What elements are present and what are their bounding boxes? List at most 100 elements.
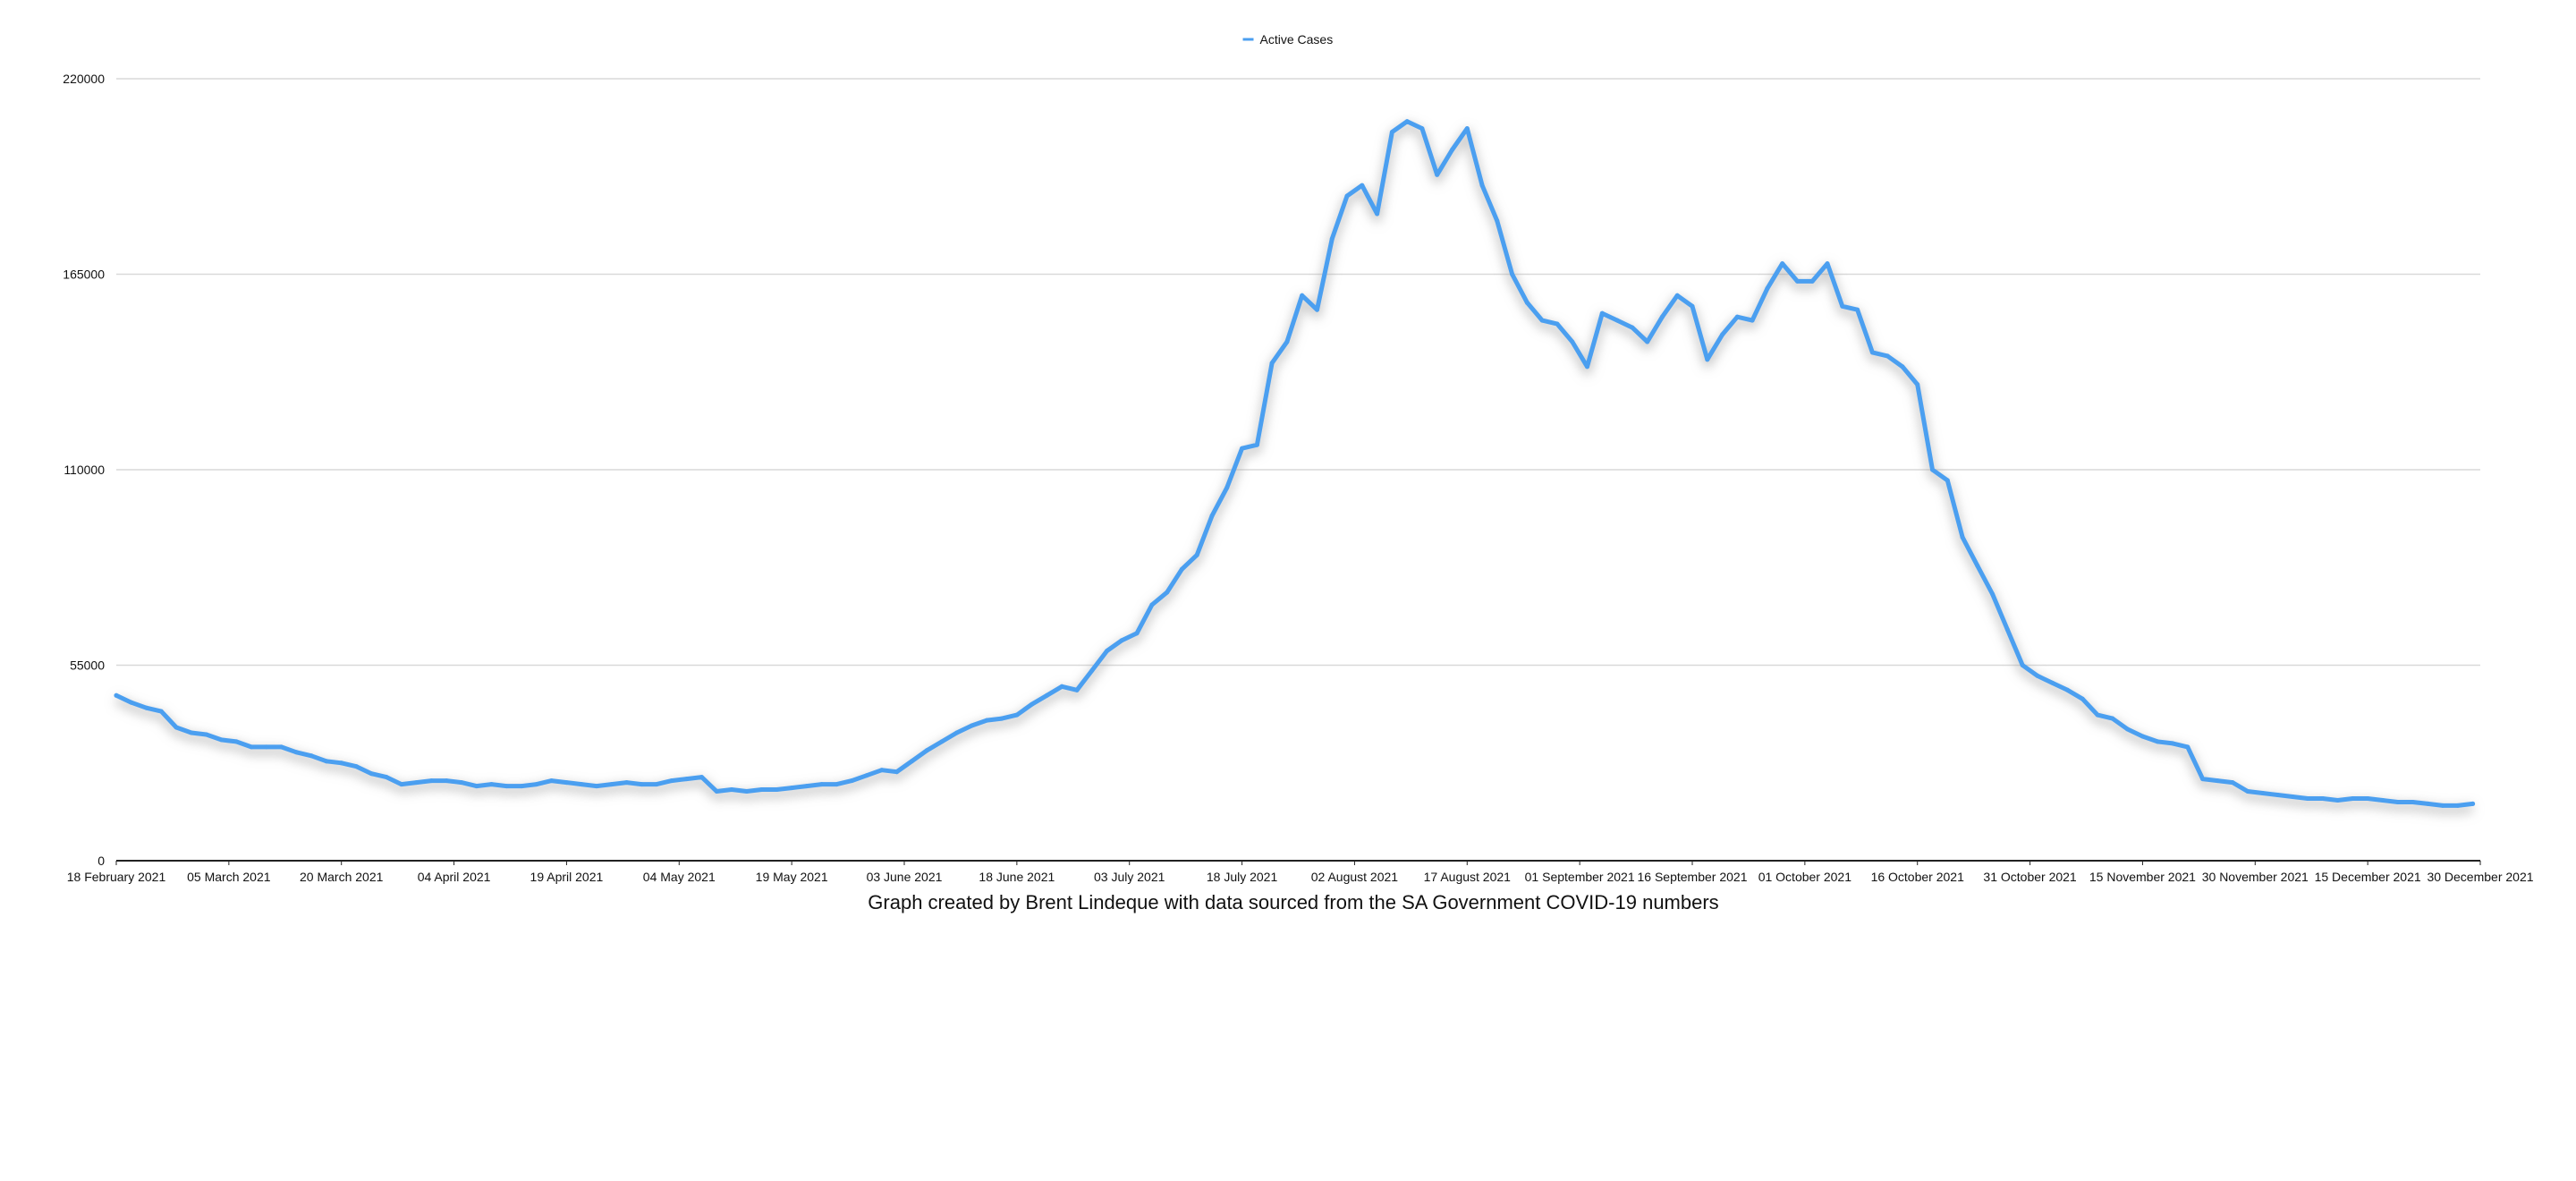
data-point [1570, 339, 1575, 344]
data-point [1585, 364, 1589, 370]
data-point [279, 744, 284, 750]
data-point [233, 739, 239, 744]
data-point [1855, 307, 1860, 312]
data-point [549, 778, 555, 784]
data-point [489, 782, 494, 787]
data-point [2305, 796, 2310, 801]
data-point [1450, 148, 1454, 152]
x-tick-label: 19 May 2021 [756, 870, 828, 884]
data-point [729, 787, 734, 792]
data-point [1734, 314, 1740, 319]
data-point [714, 789, 719, 794]
data-point [1375, 211, 1380, 217]
data-point [1510, 272, 1515, 276]
data-point [2155, 739, 2160, 744]
data-point [1825, 261, 1830, 267]
data-point [1224, 485, 1230, 490]
data-point [594, 784, 599, 789]
data-point [1479, 183, 1485, 188]
y-tick-label: 110000 [64, 463, 105, 477]
legend-label-active-cases: Active Cases [1260, 32, 1334, 47]
data-point [849, 778, 854, 784]
y-tick-label: 0 [97, 854, 105, 868]
data-point [1284, 339, 1290, 344]
x-tick-label: 17 August 2021 [1424, 870, 1512, 884]
x-tick-label: 15 November 2021 [2089, 870, 2196, 884]
x-tick-label: 04 April 2021 [418, 870, 491, 884]
series-points [114, 119, 2476, 808]
data-point [1809, 278, 1815, 284]
x-tick-label: 04 May 2021 [643, 870, 716, 884]
data-point [1194, 552, 1199, 557]
x-tick-label: 01 September 2021 [1525, 870, 1635, 884]
data-point [1389, 130, 1394, 135]
data-point [369, 771, 374, 777]
data-point [1555, 321, 1560, 327]
chart-caption: Graph created by Brent Lindeque with dat… [868, 891, 1718, 913]
data-point [414, 780, 419, 786]
data-point [1404, 119, 1410, 124]
data-point [158, 709, 164, 714]
data-point [1795, 278, 1800, 284]
x-tick-label: 15 December 2021 [2315, 870, 2421, 884]
data-point [1765, 285, 1770, 291]
data-point [804, 784, 809, 789]
data-point [189, 730, 194, 735]
data-point [204, 732, 209, 737]
data-point [564, 780, 569, 786]
data-point [249, 744, 254, 750]
data-point [789, 786, 794, 791]
data-point [1990, 591, 1996, 597]
data-point [2035, 673, 2040, 678]
data-point [1945, 478, 1950, 483]
data-point [2140, 734, 2145, 739]
data-point [1059, 684, 1064, 689]
data-point [309, 753, 314, 759]
data-point [909, 759, 914, 764]
data-point [699, 775, 704, 780]
data-point [2185, 744, 2190, 750]
data-point [1645, 339, 1650, 344]
x-tick-label: 30 November 2021 [2202, 870, 2309, 884]
y-axis-tick-labels: 0 55000 110000 165000 220000 [63, 72, 105, 868]
data-point [1720, 332, 1725, 337]
data-point [1614, 318, 1620, 323]
data-point [1149, 602, 1155, 607]
y-tick-label: 55000 [70, 658, 105, 673]
data-point [954, 730, 960, 735]
data-point [1975, 563, 1980, 568]
data-point [2455, 803, 2461, 808]
data-point [1360, 183, 1365, 188]
data-point [2095, 712, 2100, 718]
data-point [444, 778, 449, 784]
data-point [984, 718, 989, 723]
x-tick-label: 02 August 2021 [1311, 870, 1399, 884]
data-point [399, 782, 404, 787]
data-point [1780, 261, 1785, 267]
x-tick-label: 16 October 2021 [1871, 870, 1965, 884]
x-tick-label: 18 February 2021 [67, 870, 166, 884]
data-point [835, 782, 839, 787]
data-point [2440, 803, 2445, 808]
data-point [924, 748, 929, 753]
x-tick-label: 20 March 2021 [300, 870, 384, 884]
data-point [1269, 361, 1275, 366]
data-point [519, 784, 524, 789]
data-point [939, 739, 945, 744]
data-point [1044, 692, 1049, 698]
x-tick-label: 18 July 2021 [1207, 870, 1278, 884]
data-point [474, 784, 479, 789]
data-point [1630, 325, 1635, 330]
data-point [639, 782, 644, 787]
x-tick-label: 03 July 2021 [1094, 870, 1165, 884]
data-point [2290, 794, 2295, 799]
data-point [2215, 778, 2220, 784]
data-point [2065, 687, 2070, 692]
data-point [1464, 126, 1470, 132]
data-point [1315, 307, 1319, 312]
x-tick-label: 01 October 2021 [1758, 870, 1852, 884]
data-point [819, 782, 825, 787]
data-point [864, 773, 869, 778]
data-point [219, 737, 224, 743]
data-point [1435, 172, 1440, 177]
